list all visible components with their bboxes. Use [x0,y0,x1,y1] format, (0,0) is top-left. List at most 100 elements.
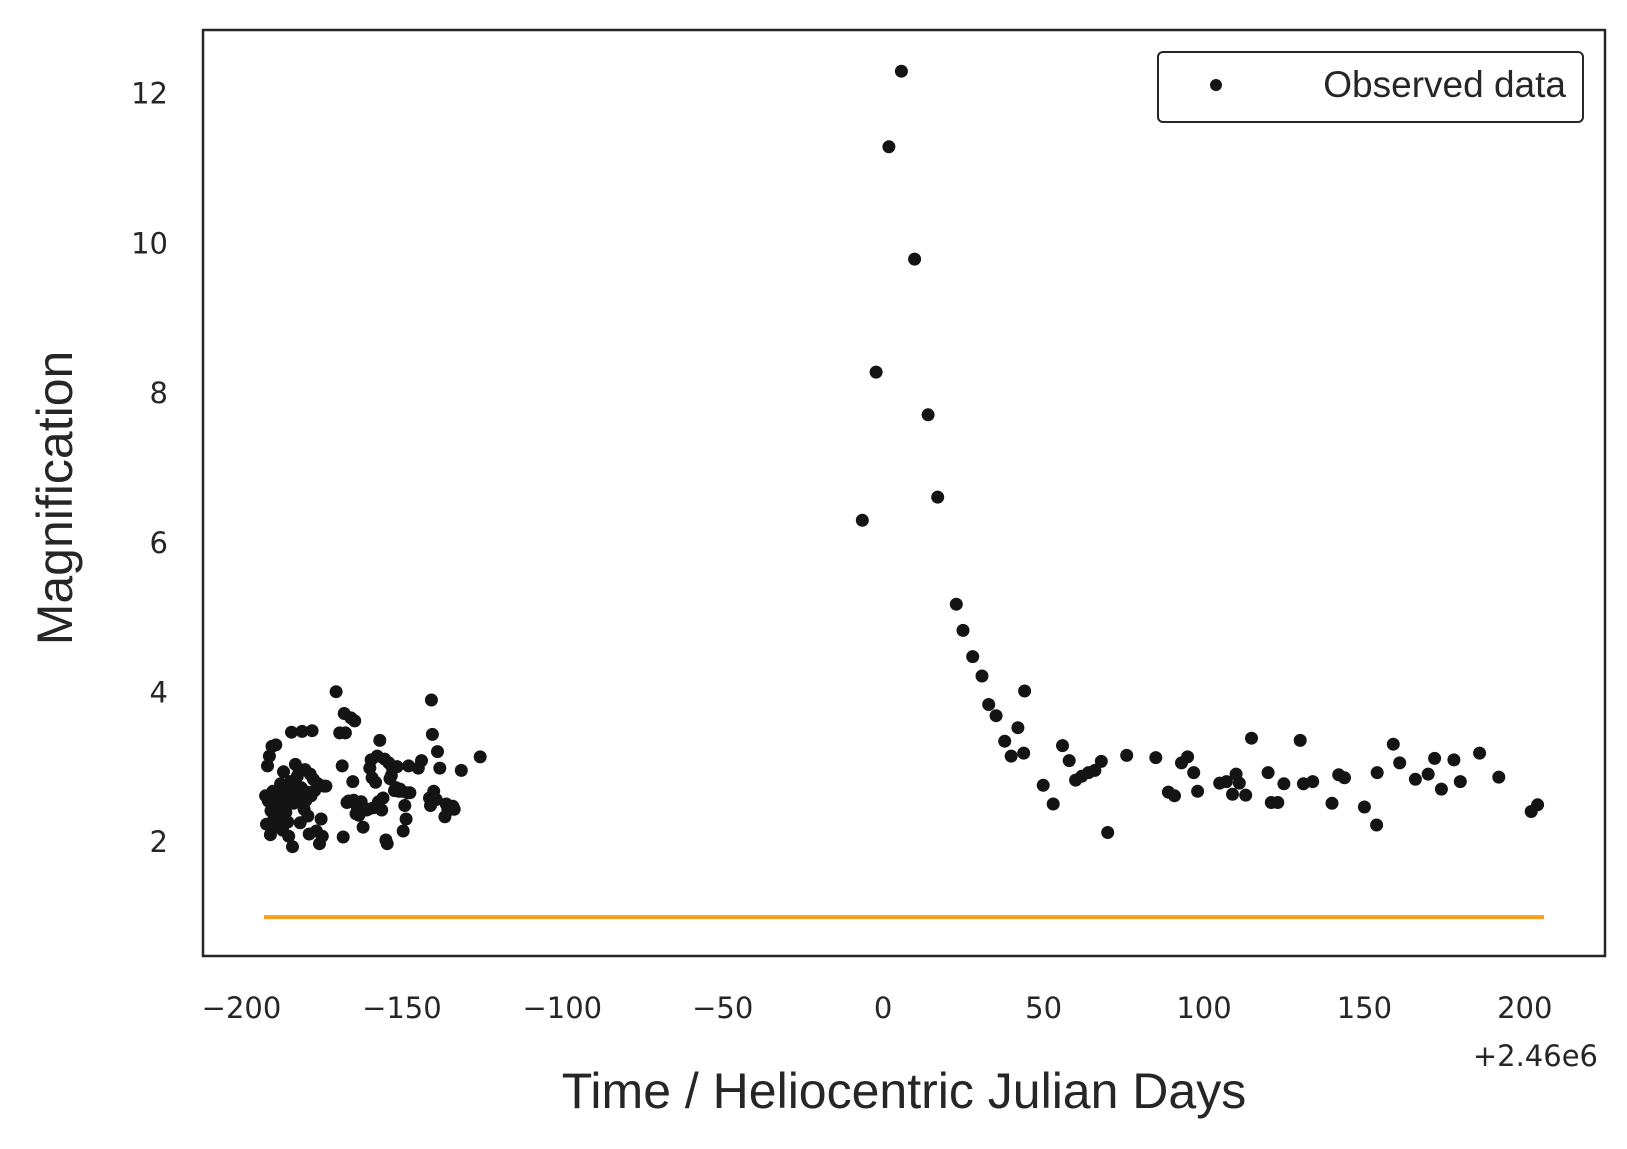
data-point [989,709,1003,723]
x-axis-title: Time / Heliocentric Julian Days [562,1063,1246,1119]
data-point [1370,766,1384,780]
data-point [1187,766,1201,780]
data-point [315,829,329,843]
data-point [1386,737,1400,751]
data-point [1149,751,1163,765]
data-point [1245,731,1258,745]
data-point [1181,750,1195,764]
data-point [1338,771,1351,785]
plot-area [203,30,1605,956]
data-point [336,830,350,844]
data-point [396,824,410,838]
data-point [431,745,444,759]
data-point [301,809,315,823]
data-point [398,799,412,812]
data-point [348,714,362,728]
data-point [286,840,299,854]
data-point [1094,754,1108,768]
data-point [1293,733,1307,747]
x-tick-label: 0 [874,991,892,1025]
data-point [998,734,1012,748]
data-point [1018,684,1032,698]
data-point [429,793,443,806]
y-tick-label: 12 [131,77,168,111]
data-point [473,750,487,764]
data-point [319,779,333,793]
data-point [380,837,394,851]
data-point [894,64,908,78]
data-point [1531,798,1545,812]
data-point [1453,775,1467,789]
data-point [1062,754,1076,768]
data-point [1325,796,1339,810]
data-point [376,791,390,805]
data-point [285,725,298,739]
data-point [1357,800,1371,814]
data-point [433,761,447,775]
x-tick-label: −50 [692,991,753,1025]
data-point [956,623,970,637]
x-tick-label: 50 [1025,991,1062,1025]
data-point [282,829,296,843]
data-point [1226,787,1239,801]
y-tick-label: 10 [131,226,168,260]
data-point [1120,748,1134,762]
data-point [424,693,438,707]
data-point [1434,782,1448,796]
x-offset-label: +2.46e6 [1473,1039,1598,1073]
data-point [369,775,383,789]
data-point [1447,753,1461,767]
data-point [454,763,468,777]
data-point [1370,818,1384,832]
y-tick-label: 6 [150,526,168,560]
data-point [399,812,413,826]
data-point [373,733,387,747]
data-point [931,490,945,504]
y-tick-label: 4 [150,676,168,710]
x-tick-label: 100 [1176,991,1231,1025]
data-point [415,754,428,768]
x-tick-labels: −200 −150 −100 −50 0 50 100 150 200 [202,991,1553,1025]
data-point [425,727,439,741]
data-point [869,365,883,379]
data-point [314,812,328,826]
data-point [966,650,980,664]
data-point [949,597,963,611]
data-point [1306,775,1320,789]
plot-frame [201,28,1607,958]
data-point [356,820,370,834]
data-point [855,513,869,527]
data-point [1492,770,1506,784]
data-point [1046,797,1060,811]
data-point [329,685,343,699]
data-point [390,760,404,774]
data-point [975,669,989,683]
x-tick-label: 200 [1497,991,1552,1025]
data-point [1219,775,1233,789]
y-tick-label: 8 [150,376,168,410]
x-tick-label: 150 [1337,991,1392,1025]
y-tick-label: 2 [150,825,168,859]
x-tick-label: −200 [202,991,282,1025]
data-point [1393,756,1407,770]
data-point [1421,767,1435,781]
data-point [1168,789,1181,803]
data-point [375,803,389,817]
data-point [1017,746,1031,760]
data-point [1261,766,1275,780]
data-point [346,775,360,789]
y-axis-title: Magnification [27,351,83,646]
data-point [279,805,293,819]
data-point [908,252,922,266]
data-point [335,759,349,773]
data-point [1232,776,1246,790]
data-point [402,759,416,773]
data-point [882,140,896,154]
data-point [295,724,309,738]
legend-label: Observed data [1323,64,1566,105]
data-point [1191,784,1205,798]
y-tick-labels: 2 4 6 8 10 12 [131,77,168,860]
legend: Observed data [1157,51,1584,123]
data-point [305,724,319,738]
data-point [277,765,290,779]
